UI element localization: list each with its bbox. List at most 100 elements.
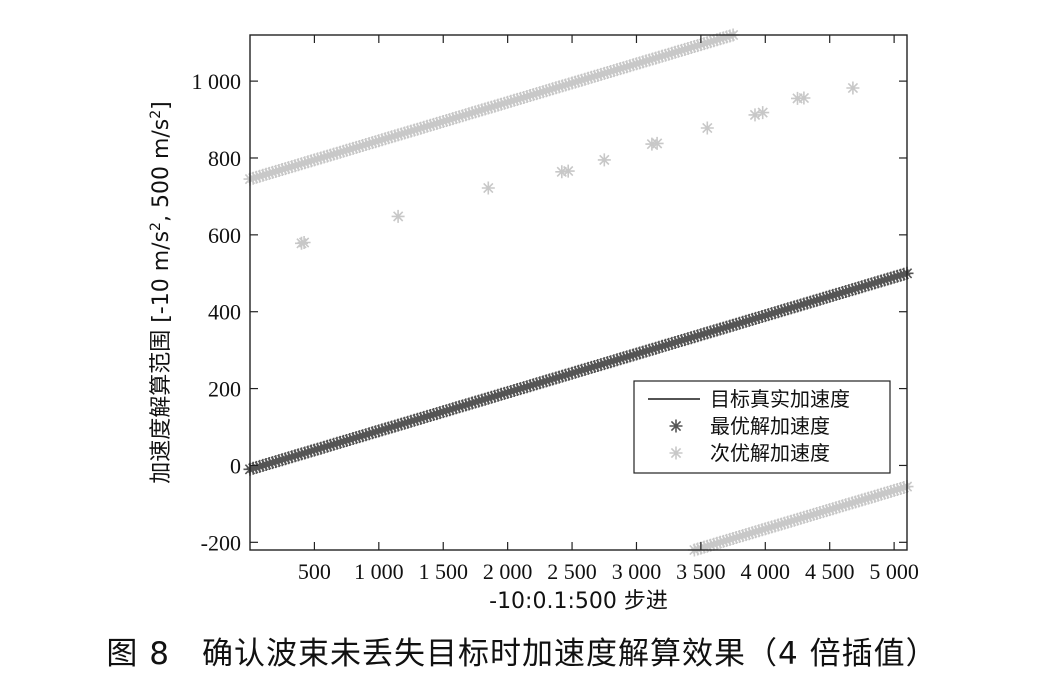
best-point	[301, 445, 315, 459]
second-best-point	[713, 535, 727, 549]
second-best-point	[575, 73, 589, 87]
second-best-point	[758, 522, 772, 536]
best-point	[398, 416, 412, 430]
best-point	[604, 355, 618, 369]
second-best-point	[249, 170, 263, 184]
second-best-point	[655, 49, 669, 63]
second-best-point	[311, 152, 325, 166]
best-point	[285, 450, 299, 464]
second-best-point	[797, 510, 811, 524]
best-point	[436, 405, 450, 419]
best-point	[765, 307, 779, 321]
second-best-point	[720, 30, 734, 44]
x-tick-label: 3 000	[612, 559, 662, 584]
second-best-point	[423, 118, 437, 132]
best-point	[784, 301, 798, 315]
best-point	[752, 311, 766, 324]
second-best-point	[520, 90, 534, 103]
x-axis-label: -10:0.1:500 步进	[489, 589, 668, 614]
second-best-point	[736, 529, 750, 543]
second-best-point	[720, 533, 734, 547]
second-best-point	[684, 41, 698, 54]
best-point	[617, 351, 631, 365]
second-best-point	[288, 159, 302, 173]
second-best-point	[584, 70, 598, 84]
second-best-point	[275, 163, 289, 176]
best-point	[607, 354, 621, 368]
best-point	[797, 297, 811, 311]
second-best-point	[752, 524, 766, 538]
x-tick-label: 3 500	[676, 559, 726, 584]
best-point	[681, 332, 695, 346]
second-best-point	[675, 43, 689, 57]
best-point	[504, 385, 518, 398]
best-point	[468, 395, 482, 409]
second-best-point	[659, 48, 672, 62]
second-best-point	[478, 102, 492, 116]
best-point	[356, 429, 370, 443]
best-point	[433, 406, 447, 420]
second-best-point	[765, 520, 779, 534]
second-best-point	[626, 58, 640, 72]
best-point	[411, 412, 424, 426]
second-best-point	[633, 56, 647, 70]
best-point	[404, 414, 418, 428]
second-best-point	[781, 515, 795, 529]
best-point	[630, 347, 643, 361]
second-best-point	[668, 45, 682, 59]
best-point	[314, 441, 328, 455]
second-best-point	[491, 98, 505, 112]
second-best-point	[868, 489, 882, 503]
best-point	[855, 280, 869, 294]
second-best-point	[723, 29, 737, 43]
best-point	[778, 303, 792, 317]
chart-marks	[243, 28, 914, 557]
best-point	[874, 274, 888, 288]
second-best-point	[259, 167, 273, 181]
second-best-point	[691, 542, 705, 556]
best-point	[768, 306, 782, 320]
best-point	[829, 287, 843, 301]
second-best-point	[443, 113, 457, 127]
best-point	[565, 366, 579, 380]
best-point	[510, 383, 524, 396]
second-best-point	[407, 123, 421, 137]
second-best-point	[810, 507, 824, 520]
x-tick-label: 4 500	[805, 559, 855, 584]
x-tick-label: 1 500	[418, 559, 468, 584]
second-best-point	[836, 499, 850, 513]
best-point	[304, 444, 318, 458]
second-best-point	[845, 496, 859, 510]
best-point	[839, 285, 853, 298]
y-axis-label-main: 加速度解算范围 [-10 m/s	[149, 231, 174, 484]
legend-marker-second-star	[669, 446, 683, 460]
best-point	[894, 268, 908, 282]
second-best-point	[417, 120, 431, 134]
second-best-point	[514, 91, 527, 105]
y-tick-label: -200	[201, 530, 241, 555]
best-point	[787, 300, 801, 314]
second-best-point	[797, 91, 811, 105]
y-axis-label-mid: , 500 m/s	[149, 119, 174, 222]
best-point	[246, 461, 260, 475]
best-point	[562, 367, 576, 381]
second-best-point	[878, 486, 891, 500]
second-best-point	[369, 135, 383, 149]
best-point	[543, 373, 556, 387]
best-point	[810, 293, 824, 307]
second-best-point	[639, 54, 653, 68]
second-best-point	[324, 148, 337, 162]
second-best-point	[662, 47, 676, 61]
second-best-point	[456, 109, 470, 123]
best-point	[478, 392, 492, 406]
best-point	[691, 329, 705, 343]
best-point	[353, 430, 366, 444]
best-point	[771, 305, 785, 319]
best-point	[517, 381, 531, 395]
best-point	[336, 434, 350, 448]
second-best-point	[475, 103, 489, 117]
second-best-point	[372, 134, 386, 148]
second-best-point	[365, 136, 379, 150]
best-point	[523, 379, 537, 393]
best-point	[349, 431, 363, 445]
